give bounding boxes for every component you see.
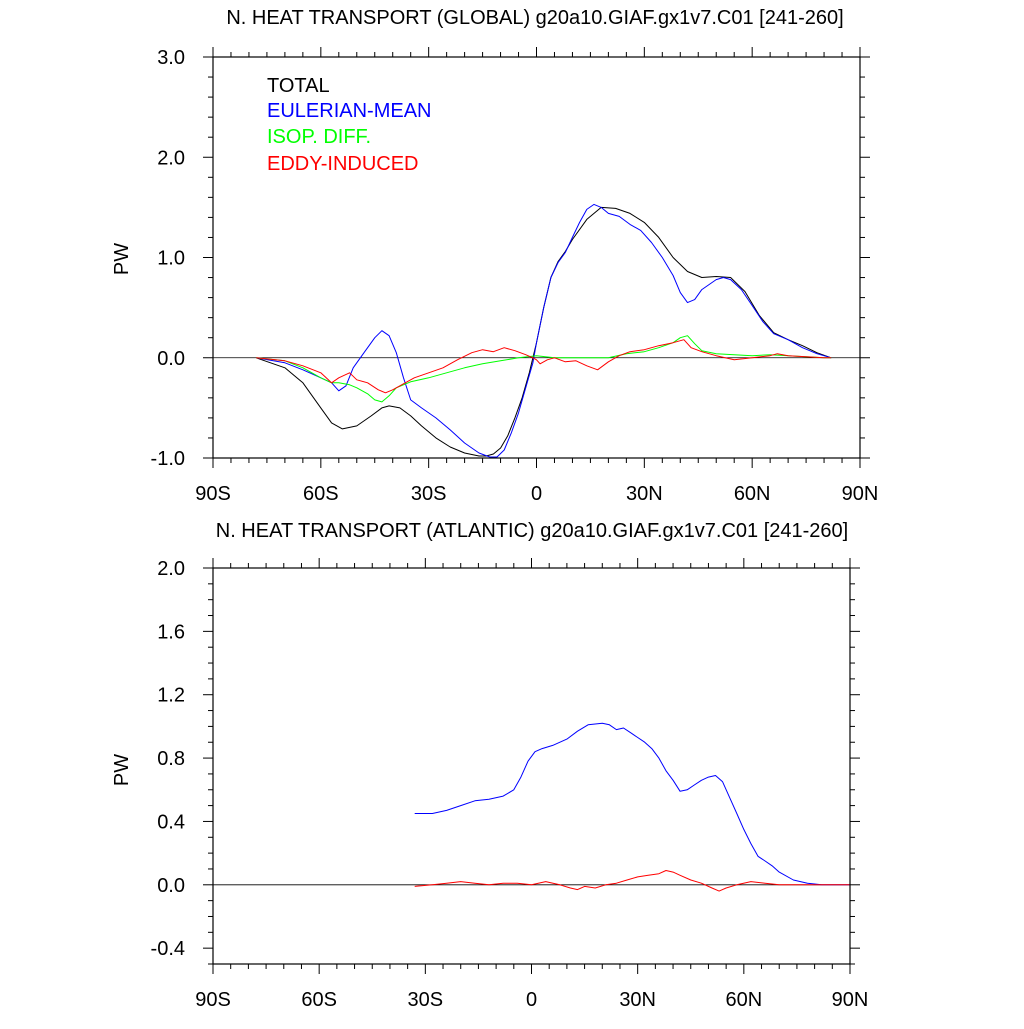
- atlantic-series-lines: [213, 722, 850, 892]
- legend-total: TOTAL: [267, 75, 330, 97]
- atlantic-series-eulerian-mean: [414, 722, 850, 886]
- atlantic-y-tick-label: 1.6: [157, 621, 185, 643]
- atlantic-axes: 90S 60S 30S 0 30N 60N 90N -0.4 0.0 0.4 0.8 1.2 1.6 2.…: [151, 558, 869, 1011]
- global-y-tick-label: 2.0: [157, 147, 185, 169]
- legend-eulerian-mean: EULERIAN-MEAN: [267, 100, 431, 122]
- global-legend: TOTAL EULERIAN-MEAN ISOP. DIFF. EDDY-IND…: [267, 75, 431, 175]
- atlantic-x-tick-label: 30S: [408, 989, 444, 1011]
- atlantic-series-eddy-induced: [414, 870, 850, 892]
- global-series-eddy-induced: [256, 339, 832, 394]
- atlantic-x-tick-label: 90S: [195, 989, 231, 1011]
- global-chart: N. HEAT TRANSPORT (GLOBAL) g20a10.GIAF.g…: [111, 7, 878, 505]
- global-y-axis-label: PW: [111, 243, 133, 275]
- global-axes: 90S 60S 30S 0 30N 60N 90N -1.0 0.0 1.0 2.0 3.0: [151, 47, 879, 505]
- global-x-tick-label: 0: [531, 483, 542, 505]
- global-x-tick-label: 90S: [195, 483, 231, 505]
- atlantic-y-tick-label: 1.2: [157, 685, 185, 707]
- atlantic-y-axis-label: PW: [111, 754, 133, 786]
- atlantic-y-tick-label: 0.0: [157, 875, 185, 897]
- global-series-isop-diff: [256, 335, 832, 403]
- atlantic-x-tick-label: 0: [526, 989, 537, 1011]
- atlantic-y-tick-label: 0.4: [157, 811, 185, 833]
- atlantic-y-tick-label: 2.0: [157, 558, 185, 580]
- global-y-tick-label: 1.0: [157, 248, 185, 270]
- global-y-tick-label: -1.0: [151, 448, 185, 470]
- global-y-tick-label: 3.0: [157, 47, 185, 69]
- global-series-lines: [213, 203, 860, 458]
- global-x-tick-label: 30N: [626, 483, 663, 505]
- atlantic-x-tick-label: 60S: [301, 989, 337, 1011]
- atlantic-x-tick-label: 30N: [619, 989, 656, 1011]
- global-x-tick-label: 60N: [734, 483, 771, 505]
- global-y-tick-label: 0.0: [157, 348, 185, 370]
- atlantic-chart: N. HEAT TRANSPORT (ATLANTIC) g20a10.GIAF…: [111, 520, 868, 1011]
- atlantic-y-tick-label: -0.4: [151, 938, 185, 960]
- global-x-tick-label: 30S: [411, 483, 447, 505]
- legend-eddy-induced: EDDY-INDUCED: [267, 153, 419, 175]
- global-series-total: [255, 206, 832, 457]
- atlantic-x-tick-label: 60N: [725, 989, 762, 1011]
- atlantic-chart-title: N. HEAT TRANSPORT (ATLANTIC) g20a10.GIAF…: [216, 520, 848, 542]
- atlantic-x-tick-label: 90N: [832, 989, 869, 1011]
- global-x-tick-label: 90N: [842, 483, 879, 505]
- legend-isop-diff: ISOP. DIFF.: [267, 126, 371, 148]
- global-series-eulerian-mean: [256, 203, 832, 458]
- atlantic-y-tick-label: 0.8: [157, 748, 185, 770]
- global-chart-title: N. HEAT TRANSPORT (GLOBAL) g20a10.GIAF.g…: [226, 7, 843, 29]
- atlantic-plot-frame: [212, 567, 851, 965]
- global-x-tick-label: 60S: [303, 483, 339, 505]
